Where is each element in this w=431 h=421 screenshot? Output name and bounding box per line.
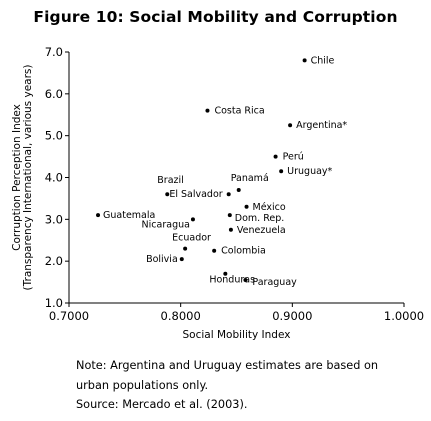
y-tick-label: 3.0 bbox=[45, 212, 63, 226]
y-axis-label: Corruption Perception Index bbox=[11, 104, 23, 251]
data-point-label: Chile bbox=[311, 55, 335, 66]
data-point-label: Panamá bbox=[231, 173, 269, 184]
data-point bbox=[227, 213, 232, 218]
data-point bbox=[223, 271, 228, 276]
chart-title: Figure 10: Social Mobility and Corruptio… bbox=[33, 8, 398, 26]
source-line: Source: Mercado et al. (2003). bbox=[76, 398, 248, 411]
data-point-label: Colombia bbox=[221, 246, 266, 257]
data-point bbox=[243, 277, 248, 282]
x-axis-label: Social Mobility Index bbox=[183, 329, 291, 341]
x-tick-label: 0.9000 bbox=[272, 309, 312, 323]
data-point-label: Brazil bbox=[157, 175, 184, 186]
data-point bbox=[244, 204, 249, 209]
note-line-2: urban populations only. bbox=[76, 378, 209, 392]
data-point-label: Bolivia bbox=[146, 254, 178, 265]
x-tick-label: 0.7000 bbox=[49, 309, 89, 323]
data-point-label: Paraguay bbox=[252, 277, 297, 288]
data-point bbox=[273, 154, 278, 159]
x-tick-label: 0.8000 bbox=[161, 309, 201, 323]
data-point bbox=[96, 213, 101, 218]
data-point-label: Uruguay* bbox=[287, 166, 332, 177]
y-tick-label: 2.0 bbox=[45, 254, 63, 268]
data-point bbox=[212, 248, 217, 253]
data-point bbox=[288, 123, 293, 128]
data-point-label: Honduras bbox=[209, 275, 255, 286]
data-point bbox=[179, 257, 184, 262]
data-point bbox=[183, 246, 188, 251]
y-tick-label: 1.0 bbox=[45, 296, 63, 310]
data-point bbox=[236, 188, 241, 193]
scatter-plot: 1.0 2.0 3.0 4.0 5.0 6.0 7.0 0.7000 0.8000 0.9000 1… bbox=[11, 45, 424, 341]
y-tick-label: 5.0 bbox=[45, 129, 63, 143]
data-point-label: El Salvador bbox=[169, 189, 222, 200]
data-point-label: Ecuador bbox=[172, 233, 211, 244]
data-point-label: Costa Rica bbox=[214, 106, 264, 117]
data-point bbox=[226, 192, 231, 197]
data-point bbox=[190, 217, 195, 222]
data-point-label: Venezuela bbox=[237, 225, 286, 236]
data-point-label: Argentina* bbox=[296, 120, 347, 131]
y-tick-label: 4.0 bbox=[45, 171, 63, 185]
y-tick-label: 7.0 bbox=[45, 45, 63, 59]
data-point-label: México bbox=[253, 202, 286, 213]
data-point-label: Perú bbox=[283, 152, 304, 163]
data-point bbox=[165, 192, 170, 197]
x-tick-label: 1.0000 bbox=[384, 309, 424, 323]
y-tick-label: 6.0 bbox=[45, 87, 63, 101]
note-line-1: Note: Argentina and Uruguay estimates ar… bbox=[76, 359, 379, 372]
data-point-label: Nicaragua bbox=[142, 219, 190, 230]
data-point-label: Guatemala bbox=[103, 210, 155, 221]
chart-notes: Note: Argentina and Uruguay estimates ar… bbox=[76, 356, 416, 415]
y-axis-label-secondary: (Transparency International, various yea… bbox=[22, 65, 34, 291]
data-point-label: Dom. Rep. bbox=[235, 213, 284, 224]
data-point bbox=[205, 108, 210, 113]
data-point bbox=[279, 169, 284, 174]
data-point bbox=[228, 227, 233, 232]
data-point bbox=[302, 58, 307, 63]
